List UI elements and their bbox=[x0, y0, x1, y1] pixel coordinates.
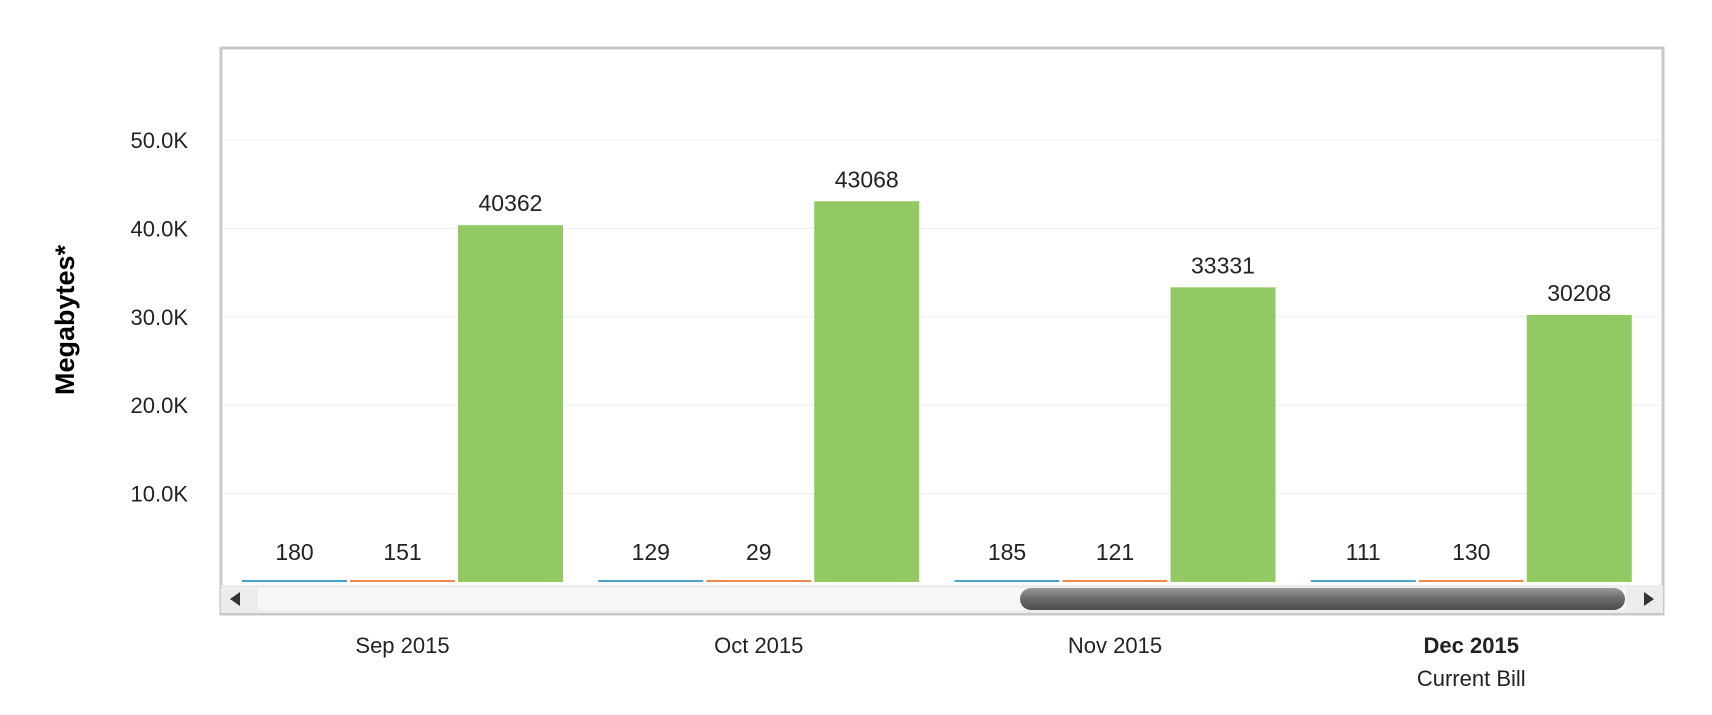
data-label: 130 bbox=[1452, 539, 1490, 565]
scrollbar-thumb[interactable] bbox=[1020, 588, 1625, 610]
bar[interactable] bbox=[954, 580, 1060, 582]
bar[interactable] bbox=[1062, 580, 1168, 582]
data-label: 30208 bbox=[1547, 280, 1611, 306]
data-label: 180 bbox=[275, 539, 313, 565]
bar[interactable] bbox=[1526, 314, 1632, 582]
data-label: 185 bbox=[988, 539, 1026, 565]
data-label: 111 bbox=[1346, 539, 1381, 565]
plot-frame bbox=[219, 46, 1665, 616]
category-label: Dec 2015 bbox=[1424, 633, 1519, 658]
bar[interactable] bbox=[598, 580, 704, 582]
arrow-left-icon[interactable] bbox=[230, 592, 240, 606]
y-axis-title: Megabytes* bbox=[50, 244, 80, 395]
data-label: 121 bbox=[1096, 539, 1134, 565]
data-label: 40362 bbox=[479, 190, 543, 216]
bar[interactable] bbox=[1418, 580, 1524, 582]
y-tick-label: 40.0K bbox=[131, 216, 189, 241]
bar[interactable] bbox=[1170, 287, 1276, 582]
data-label: 151 bbox=[383, 539, 421, 565]
bar[interactable] bbox=[242, 580, 347, 582]
y-axis-ticks: 10.0K 20.0K 30.0K 40.0K 50.0K bbox=[131, 128, 189, 507]
data-label: 129 bbox=[632, 539, 670, 565]
grid-lines bbox=[224, 139, 1660, 495]
bar[interactable] bbox=[350, 580, 455, 582]
category-label: Nov 2015 bbox=[1068, 633, 1162, 658]
data-label: 29 bbox=[746, 539, 772, 565]
x-axis-labels: Sep 2015 Oct 2015 Nov 2015 Dec 2015 Current … bbox=[355, 633, 1525, 691]
arrow-right-icon[interactable] bbox=[1644, 592, 1654, 606]
category-sublabel: Current Bill bbox=[1417, 666, 1526, 691]
y-tick-label: 10.0K bbox=[131, 482, 189, 507]
scrollbar[interactable] bbox=[221, 585, 1663, 613]
data-labels: 180 151 40362 129 29 43068 185 121 33331 111 130 30… bbox=[275, 166, 1611, 565]
category-label: Sep 2015 bbox=[355, 633, 449, 658]
bar[interactable] bbox=[1310, 580, 1416, 582]
y-tick-label: 20.0K bbox=[131, 393, 189, 418]
data-label: 33331 bbox=[1191, 252, 1255, 278]
bar[interactable] bbox=[814, 201, 920, 583]
y-tick-label: 30.0K bbox=[131, 305, 189, 330]
bars bbox=[242, 201, 1632, 583]
data-label: 43068 bbox=[835, 166, 899, 192]
category-label: Oct 2015 bbox=[714, 633, 803, 658]
bar[interactable] bbox=[706, 580, 812, 582]
bar[interactable] bbox=[458, 225, 563, 582]
y-tick-label: 50.0K bbox=[131, 128, 189, 153]
